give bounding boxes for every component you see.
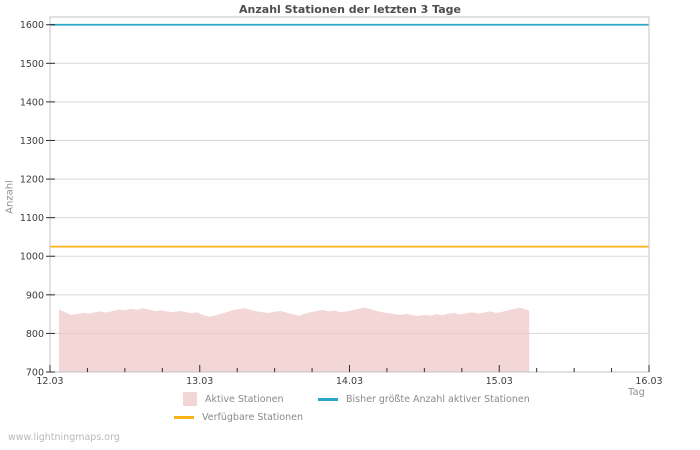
svg-text:900: 900	[26, 290, 44, 301]
x-axis-label: Tag	[628, 387, 645, 398]
svg-text:16.03: 16.03	[635, 376, 662, 387]
svg-text:1300: 1300	[20, 136, 44, 147]
svg-text:14.03: 14.03	[336, 376, 363, 387]
svg-text:800: 800	[26, 329, 44, 340]
legend-swatch-max-active-stations-icon	[318, 397, 338, 401]
legend-item-available-stations: Verfügbare Stationen	[174, 410, 303, 424]
svg-text:700: 700	[26, 368, 44, 379]
svg-text:1500: 1500	[20, 59, 44, 70]
legend-label-active-stations: Aktive Stationen	[205, 393, 284, 405]
svg-text:1600: 1600	[20, 20, 44, 31]
legend-label-max-active-stations: Bisher größte Anzahl aktiver Stationen	[346, 393, 530, 405]
chart-title: Anzahl Stationen der letzten 3 Tage	[239, 3, 461, 16]
y-axis-label: Anzahl	[4, 180, 16, 214]
legend-label-available-stations: Verfügbare Stationen	[202, 411, 303, 423]
watermark-link[interactable]: www.lightningmaps.org	[8, 432, 120, 443]
svg-text:15.03: 15.03	[486, 376, 513, 387]
legend-swatch-active-stations-icon	[183, 392, 197, 406]
legend-swatch-available-stations-icon	[174, 415, 194, 419]
svg-text:12.03: 12.03	[36, 376, 63, 387]
svg-text:13.03: 13.03	[186, 376, 213, 387]
legend-item-active-stations: Aktive Stationen	[183, 392, 284, 406]
legend-item-max-active-stations: Bisher größte Anzahl aktiver Stationen	[318, 392, 530, 406]
svg-text:1200: 1200	[20, 175, 44, 186]
svg-text:1000: 1000	[20, 252, 44, 263]
svg-text:1100: 1100	[20, 213, 44, 224]
svg-text:1400: 1400	[20, 97, 44, 108]
